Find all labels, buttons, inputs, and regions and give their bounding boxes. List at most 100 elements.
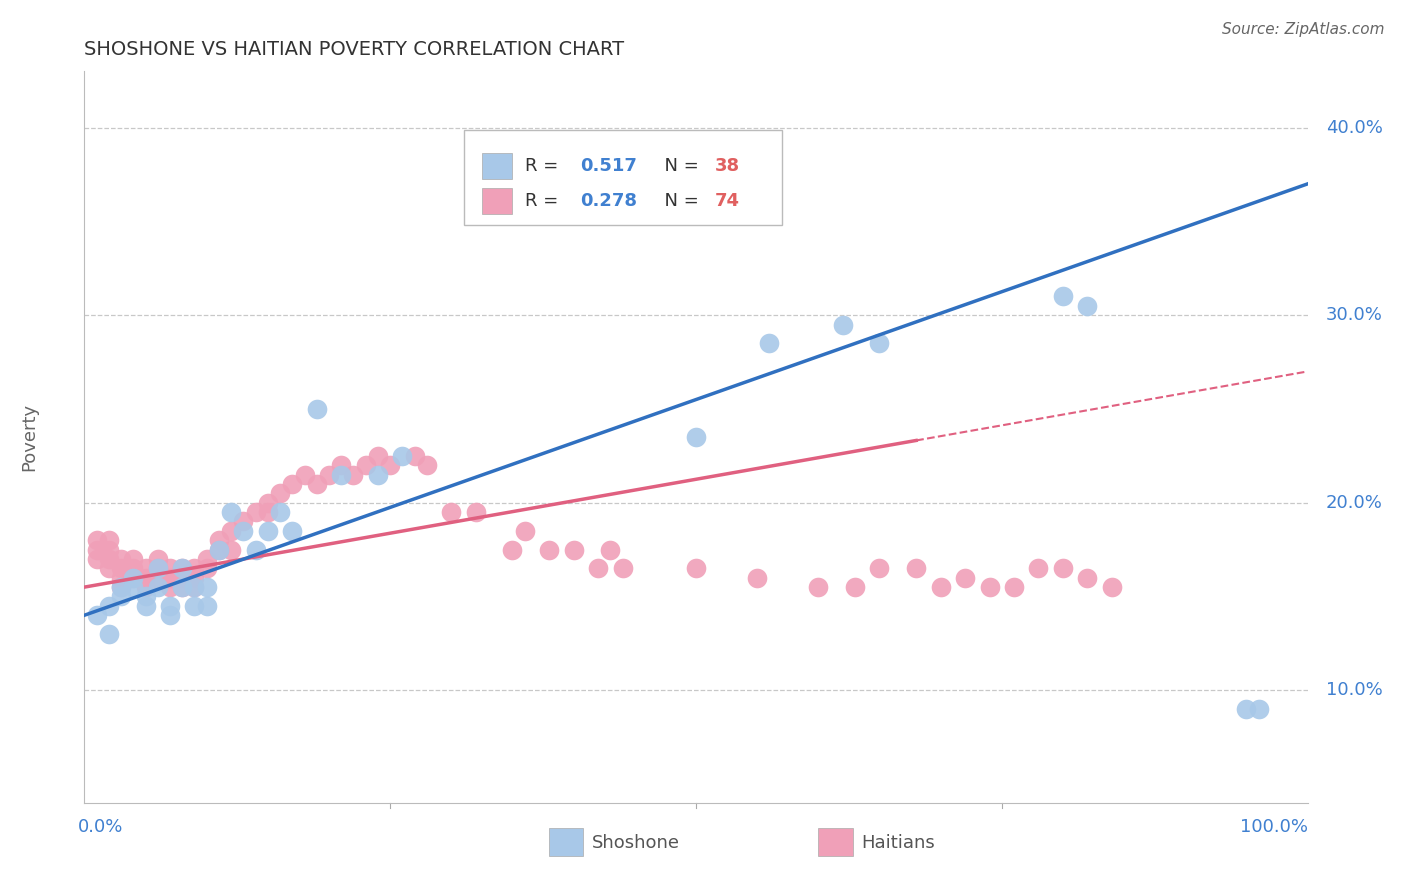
Point — [281, 477, 304, 491]
Point — [1247, 702, 1270, 716]
Point — [758, 336, 780, 351]
Point — [929, 580, 952, 594]
Point — [685, 561, 707, 575]
Point — [97, 533, 120, 548]
Text: R =: R = — [524, 192, 564, 211]
Point — [367, 449, 389, 463]
Point — [1052, 289, 1074, 303]
Point — [612, 561, 634, 575]
Point — [305, 477, 328, 491]
Point — [257, 496, 280, 510]
Point — [183, 580, 205, 594]
Point — [257, 505, 280, 519]
Point — [869, 336, 891, 351]
Point — [294, 467, 316, 482]
Text: 74: 74 — [714, 192, 740, 211]
Point — [416, 458, 439, 473]
Point — [1236, 702, 1258, 716]
Point — [208, 542, 231, 557]
Point — [232, 515, 254, 529]
Point — [110, 561, 132, 575]
Point — [747, 571, 769, 585]
Text: Haitians: Haitians — [860, 834, 935, 852]
Point — [135, 561, 157, 575]
Bar — [550, 829, 583, 856]
Point — [159, 599, 181, 613]
Text: N =: N = — [654, 192, 704, 211]
Point — [172, 580, 194, 594]
Point — [172, 580, 194, 594]
Point — [97, 627, 120, 641]
Point — [159, 580, 181, 594]
Point — [86, 533, 108, 548]
Point — [208, 533, 231, 548]
Point — [586, 561, 609, 575]
Point — [513, 524, 536, 538]
Point — [183, 580, 205, 594]
Point — [135, 599, 157, 613]
Point — [869, 561, 891, 575]
Point — [146, 571, 169, 585]
Text: Source: ZipAtlas.com: Source: ZipAtlas.com — [1222, 22, 1385, 37]
Point — [110, 580, 132, 594]
Text: R =: R = — [524, 157, 564, 175]
Point — [305, 401, 328, 416]
Point — [1101, 580, 1123, 594]
Point — [1002, 580, 1025, 594]
Point — [905, 561, 928, 575]
Point — [146, 552, 169, 566]
Point — [110, 552, 132, 566]
Point — [1028, 561, 1050, 575]
Text: 100.0%: 100.0% — [1240, 818, 1308, 836]
Point — [831, 318, 853, 332]
Text: 0.0%: 0.0% — [79, 818, 124, 836]
Point — [281, 524, 304, 538]
Point — [122, 552, 145, 566]
Point — [195, 599, 218, 613]
Point — [159, 571, 181, 585]
Point — [1076, 299, 1098, 313]
Point — [367, 467, 389, 482]
Text: 20.0%: 20.0% — [1326, 494, 1384, 512]
Point — [122, 571, 145, 585]
Point — [97, 599, 120, 613]
Point — [1052, 561, 1074, 575]
Point — [562, 542, 585, 557]
Point — [122, 580, 145, 594]
Text: 40.0%: 40.0% — [1326, 119, 1384, 136]
Point — [86, 552, 108, 566]
Point — [245, 505, 267, 519]
Point — [599, 542, 621, 557]
Point — [380, 458, 402, 473]
Text: Shoshone: Shoshone — [592, 834, 681, 852]
Text: 10.0%: 10.0% — [1326, 681, 1382, 699]
Point — [183, 571, 205, 585]
Point — [195, 580, 218, 594]
Point — [538, 542, 561, 557]
Point — [219, 505, 242, 519]
Point — [219, 542, 242, 557]
Point — [195, 552, 218, 566]
Point — [146, 561, 169, 575]
Point — [86, 608, 108, 623]
Point — [110, 580, 132, 594]
Point — [342, 467, 364, 482]
Point — [172, 561, 194, 575]
Point — [1076, 571, 1098, 585]
Point — [844, 580, 866, 594]
Point — [159, 608, 181, 623]
Point — [269, 486, 291, 500]
Point — [245, 542, 267, 557]
Point — [110, 590, 132, 604]
Point — [110, 571, 132, 585]
Text: 38: 38 — [714, 157, 740, 175]
Point — [135, 571, 157, 585]
Point — [354, 458, 377, 473]
Bar — [818, 829, 852, 856]
Point — [219, 524, 242, 538]
Point — [257, 524, 280, 538]
Point — [391, 449, 413, 463]
Point — [183, 599, 205, 613]
Point — [146, 580, 169, 594]
Text: 0.517: 0.517 — [579, 157, 637, 175]
